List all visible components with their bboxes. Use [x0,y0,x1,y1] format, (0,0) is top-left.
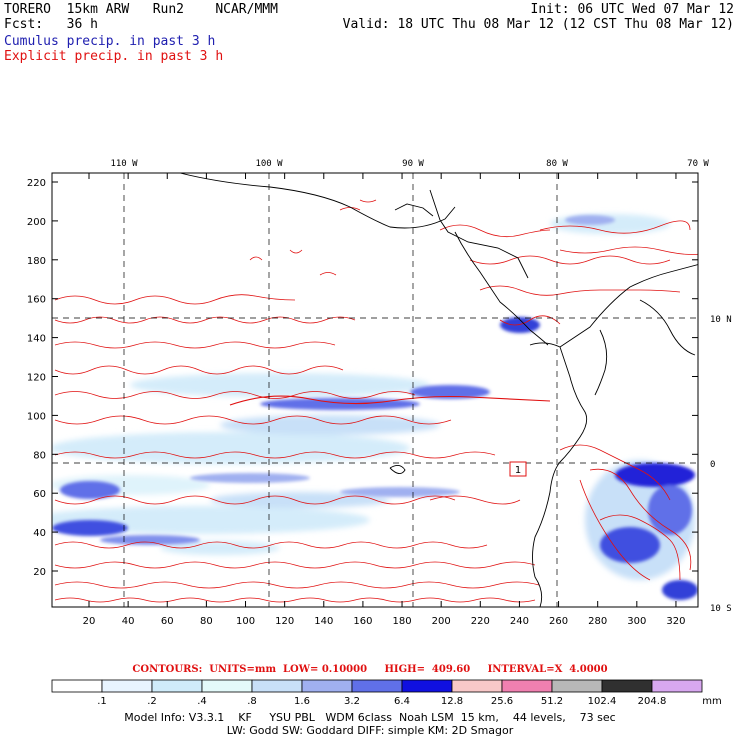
x-tick-label: 180 [392,616,411,627]
colorbar: .1 .2 .4 .8 1.6 3.2 6.4 12.8 25.6 51.2 102.4 204.8 m… [51,679,722,707]
forecast-hour: Fcst: 36 h [4,17,98,32]
lon-label: 100 W [255,159,283,169]
colorbar-swatch [451,679,503,693]
y-tick-label: 220 [27,178,46,189]
axes: 220 200 180 160 140 120 100 80 60 40 20 20 40 60 80 100… [27,159,732,627]
plot-frame [51,172,699,608]
x-tick-label: 200 [432,616,451,627]
y-tick-label: 80 [33,450,46,461]
lon-label: 90 W [402,159,424,169]
colorbar-label: 12.8 [441,696,463,707]
lat-label: 10 S [710,604,732,614]
lon-label: 70 W [687,159,709,169]
y-tick-label: 200 [27,217,46,228]
lon-label: 80 W [546,159,568,169]
y-tick-label: 40 [33,528,46,539]
latlon-grid [52,173,698,607]
lat-label: 0 [710,460,715,470]
cumulus-field-label: Cumulus precip. in past 3 h [4,34,216,49]
lat-label: 10 N [710,315,732,325]
x-tick-label: 260 [549,616,568,627]
colorbar-label: 6.4 [394,696,410,707]
colorbar-swatch [551,679,603,693]
colorbar-label: 204.8 [638,696,667,707]
y-tick-label: 140 [27,334,46,345]
y-tick-label: 60 [33,489,46,500]
x-tick-label: 280 [588,616,607,627]
colorbar-swatch [51,679,103,693]
colorbar-swatch [301,679,353,693]
colorbar-label: .2 [147,696,157,707]
label-box [509,461,527,477]
x-tick-label: 60 [161,616,174,627]
x-tick-label: 140 [314,616,333,627]
colorbar-swatch [501,679,553,693]
y-tick-label: 180 [27,256,46,267]
physics-info: LW: Godd SW: Goddard DIFF: simple KM: 2D… [226,724,514,737]
coastlines [179,173,698,607]
colorbar-swatch [601,679,653,693]
colorbar-label: .1 [97,696,107,707]
header-title: TORERO 15km ARW Run2 NCAR/MMM [4,2,278,17]
colorbar-swatch [151,679,203,693]
colorbar-label: 1.6 [294,696,310,707]
contour-info: CONTOURS: UNITS=mm LOW= 0.10000 HIGH= 40… [132,664,608,675]
y-tick-label: 100 [27,411,46,422]
x-tick-label: 20 [83,616,96,627]
x-tick-label: 220 [471,616,490,627]
colorbar-swatch [201,679,253,693]
x-tick-label: 120 [275,616,294,627]
colorbar-label: .8 [247,696,257,707]
x-tick-label: 100 [236,616,255,627]
colorbar-label: 3.2 [344,696,360,707]
colorbar-swatch [401,679,453,693]
x-tick-label: 40 [122,616,135,627]
x-tick-label: 80 [200,616,213,627]
colorbar-swatch [101,679,153,693]
y-tick-label: 20 [33,567,46,578]
x-tick-label: 300 [627,616,646,627]
precip-map: 1 220 200 180 160 140 120 100 80 60 40 20 20 40 60 80 1… [27,159,732,627]
colorbar-unit: mm [702,696,721,707]
colorbar-label: 51.2 [541,696,563,707]
model-info: Model Info: V3.3.1 KF YSU PBL WDM 6class… [124,711,616,724]
y-tick-label: 120 [27,373,46,384]
explicit-field-label: Explicit precip. in past 3 h [4,49,224,64]
colorbar-swatch [351,679,403,693]
x-tick-label: 240 [510,616,529,627]
colorbar-label: 102.4 [588,696,617,707]
colorbar-swatch [651,679,703,693]
x-tick-label: 320 [666,616,685,627]
cumulus-shading [52,214,698,600]
explicit-contours [54,199,698,603]
y-tick-label: 160 [27,295,46,306]
colorbar-swatch [251,679,303,693]
init-time: Init: 06 UTC Wed 07 Mar 12 [530,2,735,17]
colorbar-label: 25.6 [491,696,513,707]
colorbar-label: .4 [197,696,207,707]
x-tick-label: 160 [353,616,372,627]
lon-label: 110 W [110,159,138,169]
label-box-text: 1 [515,465,521,476]
valid-time: Valid: 18 UTC Thu 08 Mar 12 (12 CST Thu … [342,17,734,32]
